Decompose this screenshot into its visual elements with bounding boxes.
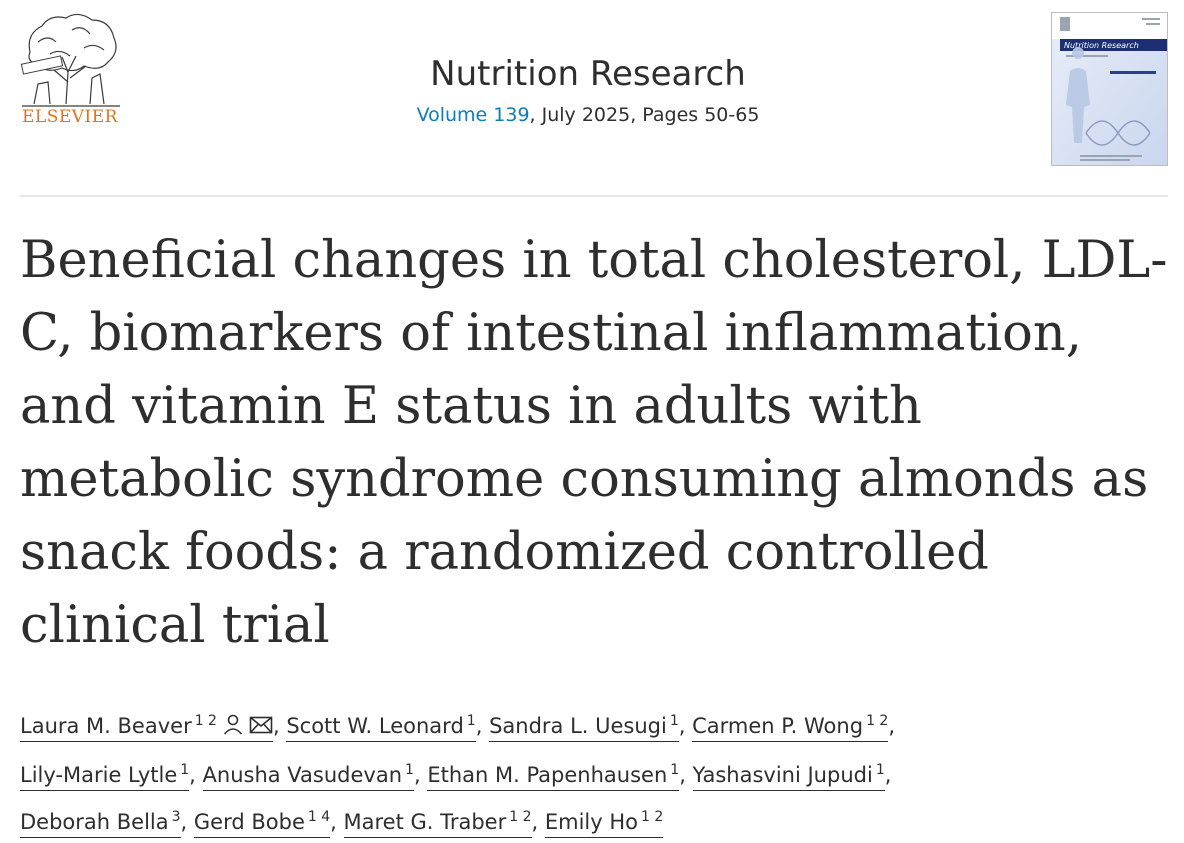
author-list: Laura M. Beaver 1 2, Scott W. Leonard 1, S… <box>20 700 1170 843</box>
author-entry: Scott W. Leonard 1, <box>286 713 490 742</box>
author-separator: , <box>884 763 892 787</box>
author-name-link[interactable]: Yashasvini Jupudi 1 <box>692 762 885 791</box>
cover-dna-icon <box>1085 120 1151 146</box>
author-separator: , <box>679 763 693 787</box>
author-affiliation-marker[interactable]: 1 <box>670 762 680 778</box>
author-name-link[interactable]: Laura M. Beaver 1 2 <box>20 713 273 742</box>
author-affiliation-marker[interactable]: 1 <box>669 713 679 729</box>
author-separator: , <box>475 714 490 738</box>
author-affiliation-marker[interactable]: 1 <box>180 762 190 778</box>
author-entry: Lily-Marie Lytle 1, <box>20 762 203 791</box>
author-affiliation-marker[interactable]: 1 <box>466 713 476 729</box>
issue-info: , July 2025, Pages 50-65 <box>529 104 760 126</box>
author-entry: Maret G. Traber 1 2, <box>343 809 545 838</box>
volume-link[interactable]: Volume 139 <box>416 104 530 126</box>
author-entry: Emily Ho 1 2 <box>544 809 664 838</box>
header-divider <box>20 195 1168 197</box>
article-title: Beneficial changes in total cholesterol,… <box>20 231 1168 655</box>
author-separator: , <box>272 714 287 738</box>
author-entry: Anusha Vasudevan 1, <box>202 762 428 791</box>
person-icon[interactable] <box>222 707 244 749</box>
publisher-name: ELSEVIER <box>22 107 118 127</box>
cover-elsevier-mark-icon <box>1060 17 1070 31</box>
author-name-link[interactable]: Anusha Vasudevan 1 <box>202 762 414 791</box>
author-name-link[interactable]: Ethan M. Papenhausen 1 <box>427 762 680 791</box>
author-separator: , <box>888 714 896 738</box>
author-name-link[interactable]: Maret G. Traber 1 2 <box>343 809 532 838</box>
author-entry: Sandra L. Uesugi 1, <box>489 713 693 742</box>
journal-header: Nutrition Research Volume 139, July 2025… <box>300 52 876 126</box>
journal-meta: Volume 139, July 2025, Pages 50-65 <box>300 104 876 126</box>
tree-icon <box>22 13 120 107</box>
author-affiliation-marker[interactable]: 1 2 <box>641 809 664 825</box>
author-separator: , <box>531 810 545 834</box>
journal-title[interactable]: Nutrition Research <box>430 54 746 94</box>
author-name-link[interactable]: Gerd Bobe 1 4 <box>193 809 331 838</box>
author-affiliation-marker[interactable]: 1 2 <box>194 713 217 729</box>
author-entry: Laura M. Beaver 1 2, <box>20 713 287 742</box>
author-affiliation-marker[interactable]: 1 4 <box>307 809 331 825</box>
author-entry: Yashasvini Jupudi 1, <box>692 762 892 791</box>
author-entry: Gerd Bobe 1 4, <box>193 809 344 838</box>
author-separator: , <box>330 810 344 834</box>
cover-human-figure-icon <box>1066 47 1090 143</box>
author-affiliation-marker[interactable]: 1 2 <box>509 809 532 825</box>
author-name-link[interactable]: Deborah Bella 3 <box>20 809 181 838</box>
author-affiliation-marker[interactable]: 1 2 <box>866 713 889 729</box>
author-separator: , <box>180 810 194 834</box>
publisher-logo[interactable] <box>20 12 122 128</box>
author-separator: , <box>413 763 428 787</box>
author-affiliation-marker[interactable]: 1 <box>875 762 885 778</box>
motto-banner-icon <box>20 55 64 75</box>
author-affiliation-marker[interactable]: 3 <box>171 809 181 825</box>
author-affiliation-marker[interactable]: 1 <box>405 762 414 778</box>
author-entry: Carmen P. Wong 1 2, <box>692 713 896 742</box>
author-entry: Deborah Bella 3, <box>20 809 194 838</box>
journal-cover-thumbnail[interactable]: Nutrition Research <box>1051 12 1168 166</box>
author-name-link[interactable]: Carmen P. Wong 1 2 <box>692 713 889 742</box>
author-name-link[interactable]: Sandra L. Uesugi 1 <box>489 713 679 742</box>
author-name-link[interactable]: Lily-Marie Lytle 1 <box>20 762 190 791</box>
author-separator: , <box>189 763 203 787</box>
cover-journal-title: Nutrition Research <box>1064 41 1139 50</box>
author-separator: , <box>678 714 693 738</box>
email-icon[interactable] <box>249 707 273 749</box>
author-name-link[interactable]: Scott W. Leonard 1 <box>286 713 476 742</box>
author-entry: Ethan M. Papenhausen 1, <box>427 762 693 791</box>
author-name-link[interactable]: Emily Ho 1 2 <box>544 809 664 838</box>
